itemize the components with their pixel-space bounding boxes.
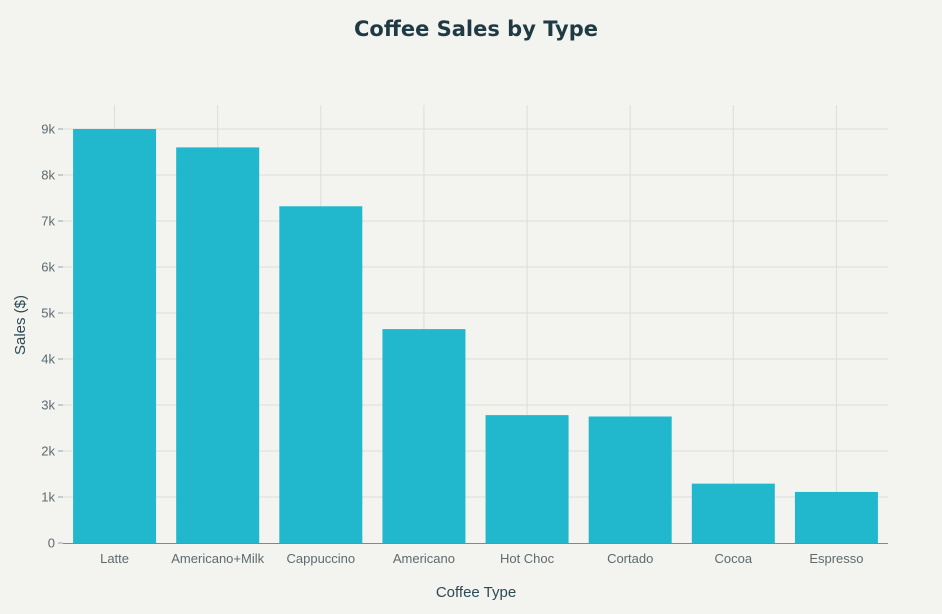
x-tick-label: Cappuccino (286, 551, 355, 566)
y-tick-label: 8k (41, 168, 55, 183)
bar[interactable] (691, 483, 775, 543)
y-tick-label: 4k (41, 352, 55, 367)
y-tick-label: 6k (41, 260, 55, 275)
y-tick-label: 7k (41, 214, 55, 229)
y-tick-labels: 0 1k 2k 3k 4k 5k 6k 7k 8k 9k (41, 122, 55, 551)
x-tick-label: Hot Choc (500, 551, 555, 566)
bar[interactable] (485, 415, 569, 543)
bar[interactable] (794, 491, 878, 543)
x-tick-label: Espresso (809, 551, 863, 566)
x-tick-label: Americano (393, 551, 455, 566)
bars (73, 129, 878, 543)
chart-title: Coffee Sales by Type (354, 17, 598, 41)
bar[interactable] (176, 147, 260, 543)
y-tick-label: 0 (48, 536, 55, 551)
x-tick-label: Americano+Milk (171, 551, 264, 566)
y-tick-label: 2k (41, 444, 55, 459)
x-tick-labels: Latte Americano+Milk Cappuccino Americano Ho… (100, 551, 863, 566)
y-tick-label: 5k (41, 306, 55, 321)
y-tick-label: 3k (41, 398, 55, 413)
x-tick-label: Cocoa (715, 551, 753, 566)
x-axis-title: Coffee Type (436, 584, 516, 601)
bar[interactable] (588, 416, 672, 544)
y-axis-title: Sales ($) (12, 295, 29, 355)
bar[interactable] (73, 129, 157, 543)
y-tick-label: 9k (41, 122, 55, 137)
x-tick-label: Cortado (607, 551, 653, 566)
y-tick-label: 1k (41, 490, 55, 505)
bar[interactable] (279, 206, 363, 543)
x-tick-label: Latte (100, 551, 129, 566)
bar[interactable] (382, 329, 466, 543)
